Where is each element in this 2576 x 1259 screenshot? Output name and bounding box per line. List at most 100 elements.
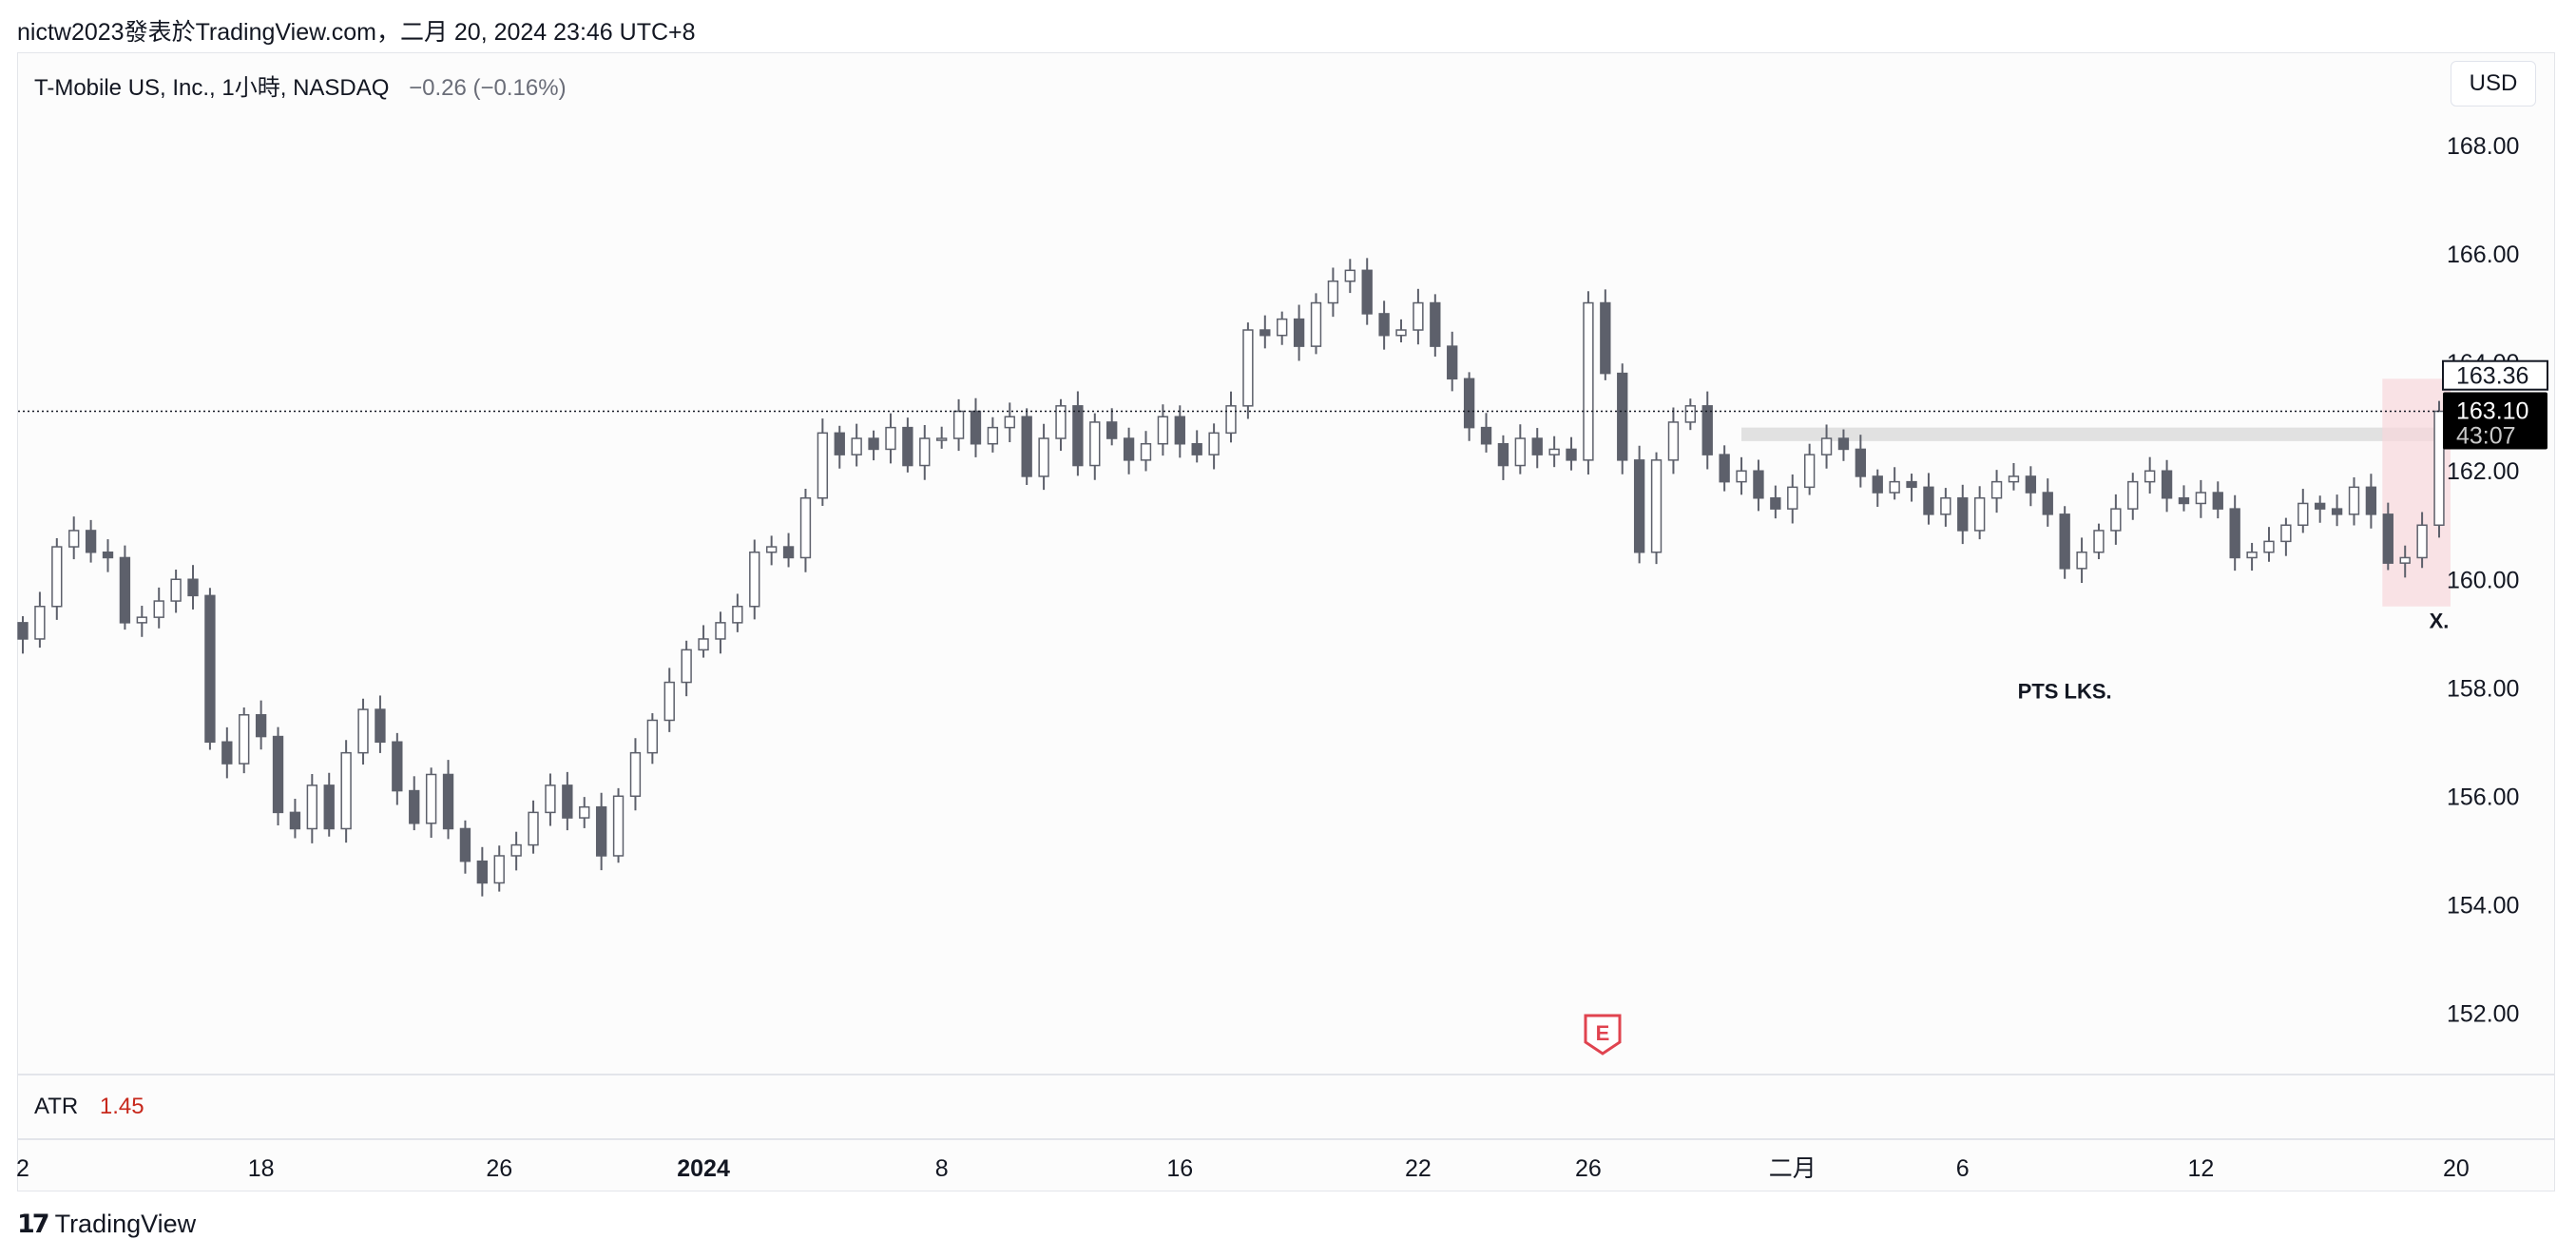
candle[interactable] [1293,304,1305,361]
candle[interactable] [392,732,403,805]
candle[interactable] [2178,485,2190,512]
candle[interactable] [1617,363,1628,475]
candle[interactable] [51,538,63,620]
candle[interactable] [2212,481,2223,519]
candle[interactable] [1344,259,1355,294]
candle[interactable] [1957,484,1969,545]
candle[interactable] [1667,407,1680,475]
candle[interactable] [698,625,709,658]
candle[interactable] [749,539,760,620]
candle[interactable] [2059,506,2070,579]
candle[interactable] [1701,391,1713,470]
candle[interactable] [357,698,369,765]
candle[interactable] [1463,372,1475,441]
candle[interactable] [289,799,301,839]
candle[interactable] [340,740,352,843]
candle[interactable] [1021,408,1032,486]
candle[interactable] [1803,443,1816,495]
candle[interactable] [1548,436,1560,468]
candle[interactable] [2008,463,2020,491]
candle[interactable] [493,845,505,892]
candle[interactable] [323,772,335,837]
candle[interactable] [1684,398,1697,431]
candle[interactable] [1378,300,1390,350]
candle[interactable] [834,425,845,469]
candle[interactable] [1327,267,1339,318]
candle[interactable] [1820,424,1833,469]
candle[interactable] [1191,430,1202,463]
earnings-marker[interactable]: E [1584,1014,1622,1056]
candle[interactable] [1855,435,1867,488]
candle[interactable] [799,489,812,572]
candle[interactable] [1600,289,1611,380]
candle[interactable] [1038,423,1049,491]
candle[interactable] [732,593,743,632]
candle[interactable] [579,797,590,828]
candle[interactable] [1055,398,1067,452]
candle[interactable] [2382,502,2393,571]
candle[interactable] [102,539,114,572]
candle[interactable] [425,767,437,838]
candle[interactable] [1277,311,1288,345]
candle[interactable] [663,668,675,732]
candle[interactable] [1004,402,1015,443]
candle[interactable] [2195,479,2207,518]
candle[interactable] [1072,391,1084,476]
candle[interactable] [1736,456,1747,495]
candle[interactable] [868,430,879,461]
candle[interactable] [1480,413,1492,453]
candle[interactable] [1497,435,1509,480]
candle[interactable] [902,417,913,473]
candle[interactable] [170,570,182,613]
candle[interactable] [646,713,659,765]
candle[interactable] [510,831,522,871]
candle[interactable] [595,792,607,871]
candle[interactable] [459,820,471,874]
resistance-zone[interactable] [1741,427,2458,441]
candle[interactable] [1225,391,1237,443]
candle[interactable] [1259,315,1271,349]
candle[interactable] [2365,474,2377,529]
candle[interactable] [2076,537,2087,584]
candle[interactable] [442,760,454,840]
candle[interactable] [306,774,317,843]
candle[interactable] [1923,473,1934,525]
candle[interactable] [187,565,199,610]
candle[interactable] [1514,424,1526,475]
candle[interactable] [681,640,692,697]
candle[interactable] [204,588,216,750]
candle[interactable] [375,695,386,753]
candle[interactable] [970,397,982,457]
candle[interactable] [2042,478,2053,527]
symbol-legend[interactable]: T-Mobile US, Inc., 1小時, NASDAQ −0.26 (−0… [34,68,567,102]
candle[interactable] [612,787,625,863]
candle[interactable] [1157,404,1169,456]
candle[interactable] [1837,429,1850,461]
candle[interactable] [1447,331,1458,392]
candle[interactable] [1719,445,1730,492]
candle[interactable] [1906,474,1917,502]
candle[interactable] [2093,523,2105,560]
candle[interactable] [476,846,489,897]
candle[interactable] [136,606,147,637]
candle[interactable] [1650,452,1663,565]
candle[interactable] [885,413,896,464]
candle[interactable] [987,416,999,453]
candle[interactable] [1973,486,1986,540]
atr-legend[interactable]: ATR 1.45 [34,1094,144,1120]
candle[interactable] [1242,322,1254,419]
candle[interactable] [153,587,164,629]
candle[interactable] [2110,494,2122,545]
candle[interactable] [2416,512,2428,569]
candle[interactable] [1140,431,1152,472]
candle[interactable] [272,726,284,826]
candle[interactable] [2399,545,2411,578]
candle[interactable] [2144,456,2156,494]
candle[interactable] [1395,319,1407,343]
candle[interactable] [409,776,420,831]
candle[interactable] [545,773,556,826]
candle[interactable] [1089,413,1101,480]
candle[interactable] [952,398,965,452]
candle[interactable] [851,423,862,467]
chart-annotation[interactable]: PTS LKS. [2018,680,2112,704]
